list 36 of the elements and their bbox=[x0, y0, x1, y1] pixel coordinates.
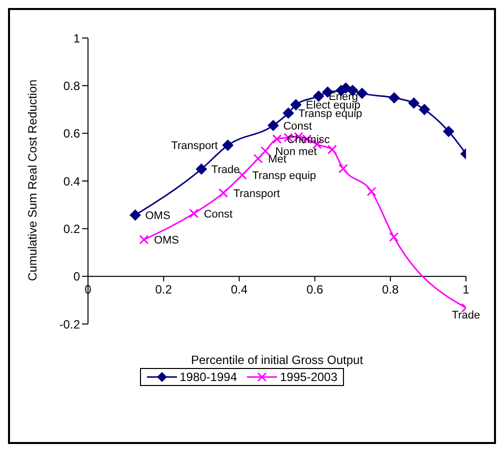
annotation: OMS bbox=[145, 210, 170, 222]
y-tick-label: -0.2 bbox=[59, 317, 80, 332]
annotation: Transport bbox=[233, 188, 280, 200]
x-tick-label: 0.6 bbox=[306, 282, 324, 296]
annotation: Trade bbox=[452, 310, 480, 322]
y-tick-label: 1 bbox=[73, 31, 80, 46]
annotation: Transport bbox=[171, 140, 218, 152]
point bbox=[356, 88, 368, 99]
point bbox=[130, 210, 141, 221]
annotation: OMS bbox=[154, 234, 180, 247]
x-axis-title: Percentile of initial Gross Output bbox=[190, 353, 364, 367]
point bbox=[196, 164, 207, 175]
point bbox=[290, 99, 302, 110]
y-tick-label: 0.4 bbox=[63, 174, 80, 188]
y-axis-title: Cumulative Sum Real Cost Reduction bbox=[25, 80, 40, 281]
annotation: Const bbox=[204, 208, 233, 220]
point bbox=[282, 108, 294, 119]
point bbox=[388, 92, 400, 104]
point bbox=[408, 98, 420, 109]
y-tick-label: 0.8 bbox=[63, 78, 80, 93]
x-tick-label: 0.2 bbox=[155, 282, 172, 296]
legend-label: 1980-1994 bbox=[180, 370, 237, 384]
legend-label: 1995-2003 bbox=[280, 370, 338, 384]
x-tick-label: 0.8 bbox=[382, 282, 400, 296]
y-tick-label: 0.6 bbox=[63, 126, 80, 141]
annotation: Trade bbox=[211, 164, 240, 176]
point bbox=[418, 104, 430, 115]
x-tick-label: 0.4 bbox=[230, 282, 248, 296]
annotation: Const bbox=[283, 120, 312, 132]
y-tick-label: 0.2 bbox=[63, 222, 80, 236]
annotation: Transp equip bbox=[252, 170, 316, 182]
point bbox=[222, 140, 234, 151]
y-tick-label: 0 bbox=[73, 270, 80, 284]
point bbox=[268, 120, 279, 131]
x-tick-label: 1 bbox=[462, 282, 470, 296]
point bbox=[443, 126, 454, 137]
